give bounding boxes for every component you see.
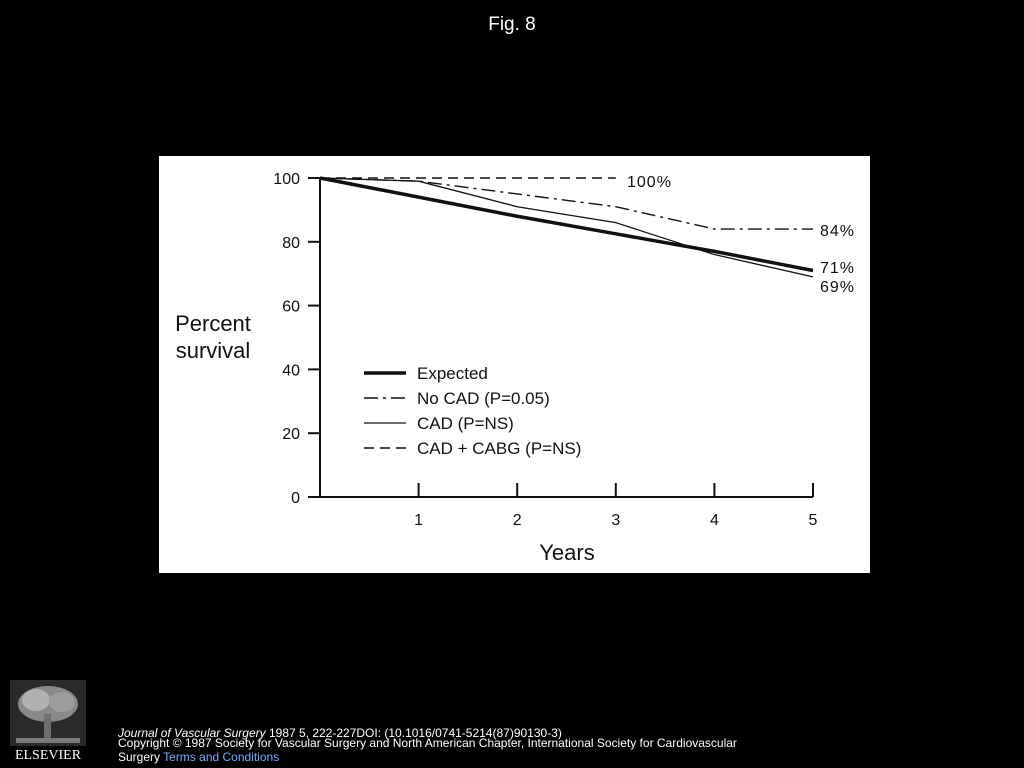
y-tick-label-0: 0: [291, 490, 300, 507]
x-tick-label-2: 2: [513, 512, 522, 529]
y-tick-label-20: 20: [282, 426, 300, 443]
annotation-84-percent: 84%: [820, 223, 855, 240]
copyright-line: Copyright © 1987 Society for Vascular Su…: [118, 736, 758, 764]
citation-line: Journal of Vascular Surgery 1987 5, 222-…: [118, 726, 758, 740]
y-tick-label-80: 80: [282, 235, 300, 252]
legend-label-2: No CAD (P=0.05): [417, 389, 550, 408]
annotation-69-percent: 69%: [820, 279, 855, 296]
legend-label-4: CAD + CABG (P=NS): [417, 439, 581, 458]
citation-details: 1987 5, 222-227DOI: (10.1016/0741-5214(8…: [265, 726, 562, 740]
elsevier-tree-icon: ELSEVIER: [10, 680, 86, 763]
figure-title: Fig. 8: [488, 14, 536, 35]
x-tick-label-4: 4: [710, 512, 719, 529]
y-tick-label-40: 40: [282, 362, 300, 379]
y-tick-label-60: 60: [282, 299, 300, 316]
series-line-2: [319, 177, 813, 230]
x-tick-label-1: 1: [414, 512, 423, 529]
x-axis-title: Years: [539, 540, 594, 565]
elsevier-logo: ELSEVIER: [10, 680, 86, 763]
annotation-71-percent: 71%: [820, 260, 855, 277]
y-axis-title-line-1: Percent: [175, 311, 251, 336]
x-tick-label-5: 5: [809, 512, 818, 529]
legend: Expected No CAD (P=0.05) CAD (P=NS) CAD + C…: [364, 364, 581, 458]
x-tick-label-3: 3: [611, 512, 620, 529]
footer: Journal of Vascular Surgery 1987 5, 222-…: [118, 726, 758, 768]
chart-panel: 0 20 40 60 80 100 1 2 3 4 5 Percent survival Year…: [159, 156, 870, 573]
legend-label-1: Expected: [417, 364, 488, 383]
y-axis-title-line-2: survival: [176, 338, 251, 363]
series-line-1: [319, 176, 814, 273]
elsevier-wordmark: ELSEVIER: [15, 748, 82, 762]
journal-name: Journal of Vascular Surgery: [118, 726, 266, 740]
series-line-3: [319, 177, 814, 278]
terms-link[interactable]: Terms and Conditions: [163, 750, 280, 764]
survival-chart: 0 20 40 60 80 100 1 2 3 4 5 Percent survival Year…: [175, 171, 855, 565]
copyright-text: Copyright © 1987 Society for Vascular Su…: [118, 736, 737, 764]
legend-label-3: CAD (P=NS): [417, 414, 514, 433]
annotation-100-percent: 100%: [627, 174, 672, 191]
y-tick-label-100: 100: [273, 171, 300, 188]
